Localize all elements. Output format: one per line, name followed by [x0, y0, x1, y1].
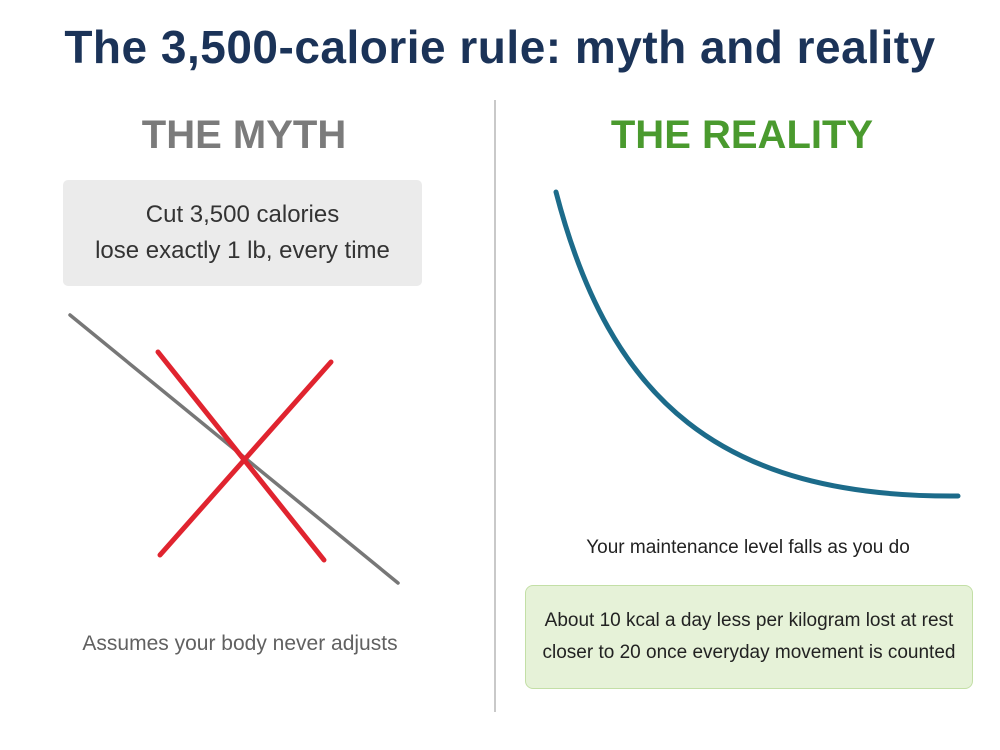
- cross-stroke-2: [157, 359, 334, 558]
- maintenance-decline-curve: [553, 189, 961, 499]
- myth-claim-line-1: Cut 3,500 calories: [145, 201, 340, 228]
- myth-caption: Assumes your body never adjusts: [82, 632, 398, 655]
- page-title: The 3,500-calorie rule: myth and reality: [64, 21, 936, 73]
- reality-detail-line-1: About 10 kcal a day less per kilogram lo…: [544, 610, 954, 631]
- myth-heading: THE MYTH: [141, 113, 347, 157]
- reality-heading: THE REALITY: [610, 113, 874, 157]
- myth-claim-box: Cut 3,500 calories lose exactly 1 lb, ev…: [63, 180, 422, 286]
- panel-divider: [494, 100, 496, 712]
- reality-detail-box: About 10 kcal a day less per kilogram lo…: [525, 585, 973, 689]
- reality-detail-line-2: closer to 20 once everyday movement is c…: [542, 642, 956, 663]
- cross-stroke-1: [155, 349, 327, 563]
- myth-claim-line-2: lose exactly 1 lb, every time: [95, 237, 390, 264]
- cross-out-icon: [155, 349, 334, 563]
- reality-caption: Your maintenance level falls as you do: [586, 537, 910, 558]
